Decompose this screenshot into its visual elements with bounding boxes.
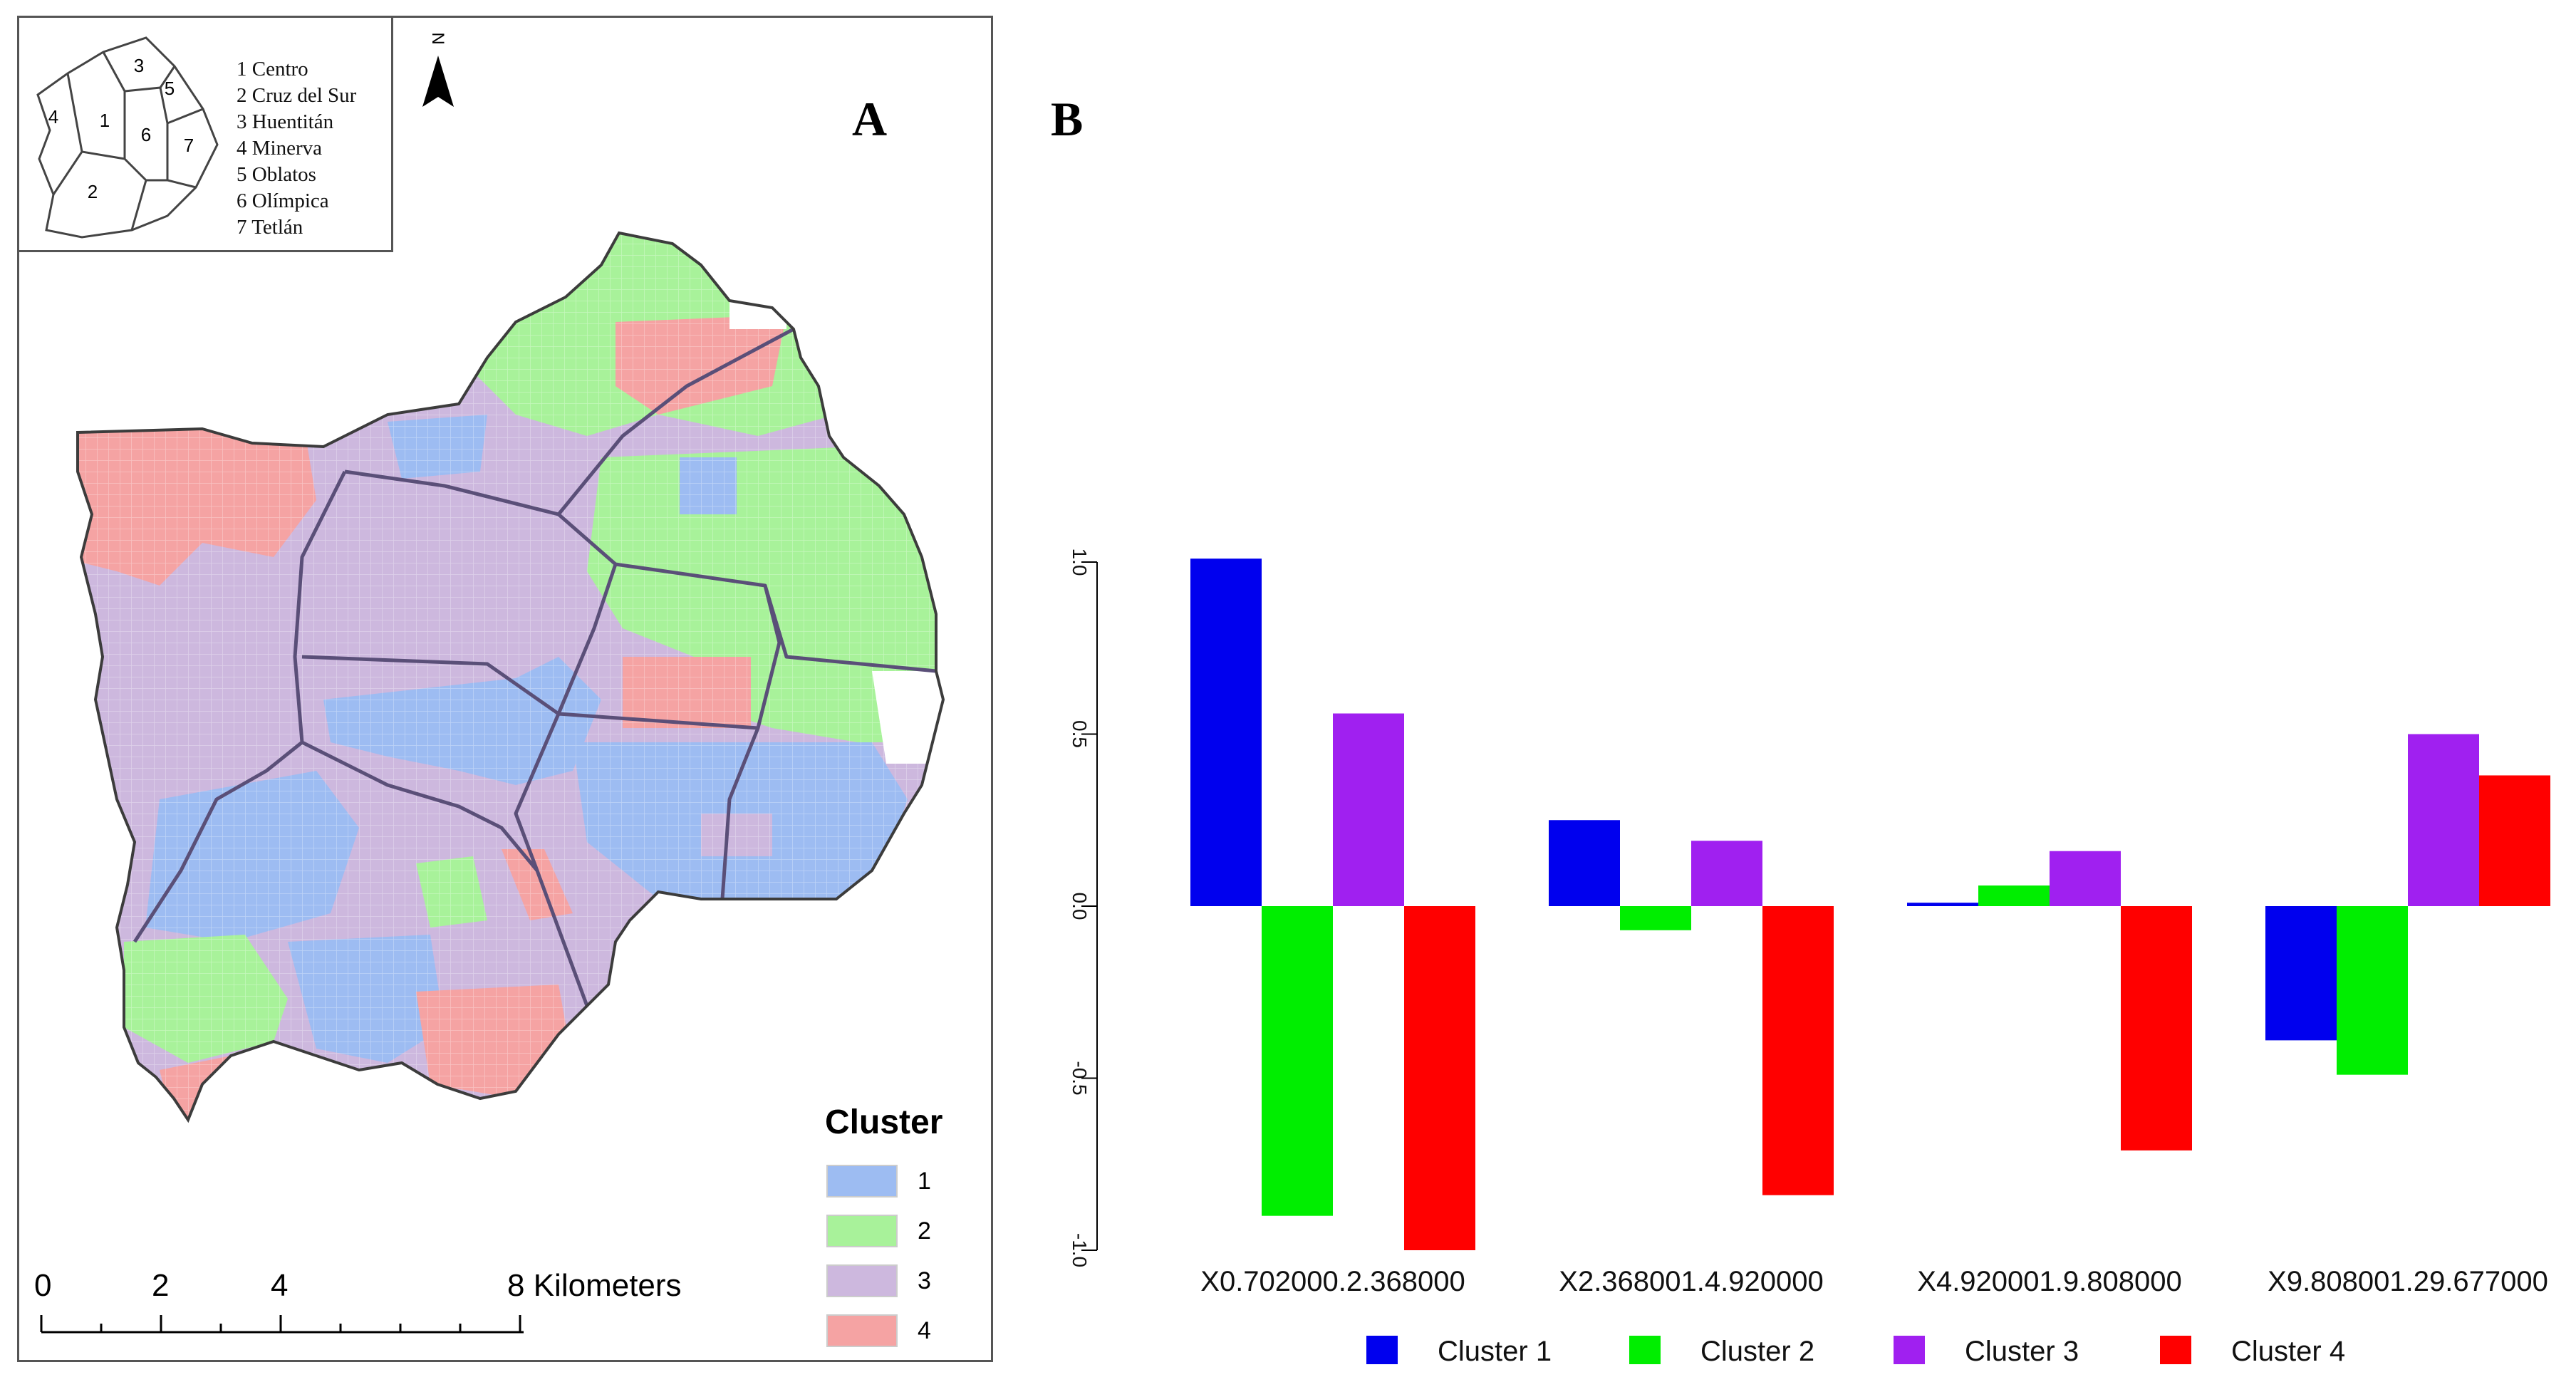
- bar: [1333, 713, 1404, 906]
- y-tick-label: 1.0: [1069, 549, 1091, 576]
- legend-swatch: [1894, 1336, 1925, 1364]
- bar: [1691, 841, 1762, 906]
- inset-zone-2: 2: [88, 181, 98, 202]
- panel-label-b: B: [1051, 92, 1084, 146]
- map-legend-item: 3: [826, 1264, 931, 1298]
- inset-zone-3: 3: [134, 55, 144, 76]
- inset-zone-list: 1 Centro 2 Cruz del Sur 3 Huentitán 4 Mi…: [237, 56, 356, 241]
- scale-tick-4: 4: [271, 1268, 289, 1303]
- legend-label: Cluster 2: [1700, 1336, 1814, 1367]
- inset-zone-7: 7: [184, 135, 194, 156]
- scale-tick-2: 2: [152, 1268, 170, 1303]
- y-tick-label: 0.5: [1069, 720, 1091, 748]
- legend-label: Cluster 3: [1965, 1336, 2079, 1367]
- bar: [2265, 906, 2337, 1041]
- map-legend-item: 4: [826, 1314, 931, 1348]
- inset-item: 3 Huentitán: [237, 110, 334, 133]
- y-tick-label: -0.5: [1069, 1061, 1091, 1095]
- bar: [1262, 906, 1333, 1216]
- legend-label: 3: [918, 1267, 931, 1294]
- north-label: N: [428, 32, 447, 44]
- scale-bar: [40, 1315, 524, 1334]
- legend-swatch: [1366, 1336, 1398, 1364]
- bar: [1762, 906, 1834, 1195]
- inset-zone-map: 1 2 3 4 5 6 7: [36, 36, 219, 239]
- legend-label: 2: [918, 1217, 931, 1245]
- legend-swatch-2: [826, 1215, 898, 1247]
- legend-swatch-4: [826, 1314, 898, 1347]
- bar: [2337, 906, 2408, 1075]
- inset-item: 7 Tetlán: [237, 216, 303, 239]
- y-tick-label: 0.0: [1069, 893, 1091, 920]
- bar: [2121, 906, 2192, 1150]
- map-legend-title: Cluster: [825, 1103, 943, 1141]
- legend-label: 4: [918, 1316, 931, 1344]
- x-tick-label: X9.808001.29.677000: [2268, 1266, 2548, 1297]
- bar: [1190, 559, 1262, 906]
- inset-item: 6 Olímpica: [237, 189, 329, 212]
- bar: [1549, 820, 1620, 906]
- panel-label-a: A: [852, 92, 888, 146]
- legend-swatch-3: [826, 1264, 898, 1297]
- inset-zone-5: 5: [165, 78, 175, 99]
- inset-zone-1: 1: [100, 110, 110, 131]
- x-tick-label: X2.368001.4.920000: [1559, 1266, 1823, 1297]
- cluster-map: [76, 232, 945, 1121]
- bar: [1978, 885, 2050, 906]
- inset-zone-6: 6: [141, 124, 151, 145]
- inset-item: 5 Oblatos: [237, 163, 316, 186]
- map-legend-item: 1: [826, 1164, 931, 1198]
- inset-item: 4 Minerva: [237, 137, 322, 160]
- inset-locator: 1 2 3 4 5 6 7 1 Centro 2 Cruz del Sur 3 …: [17, 16, 393, 252]
- legend-label: Cluster 1: [1438, 1336, 1552, 1367]
- inset-item: 1 Centro: [237, 58, 308, 80]
- inset-zone-4: 4: [48, 106, 58, 128]
- legend-label: 1: [918, 1167, 931, 1195]
- inset-item: 2 Cruz del Sur: [237, 84, 357, 107]
- map-legend-item: 2: [826, 1214, 931, 1248]
- bar: [1404, 906, 1475, 1250]
- bar: [1907, 903, 1978, 906]
- chart-legend: Cluster 1 Cluster 2 Cluster 3 Cluster 4: [1366, 1336, 2345, 1367]
- bar: [2050, 851, 2121, 906]
- bar: [2408, 734, 2479, 906]
- y-axis: -1.0 -0.5 0.0 0.5 1.0: [1069, 549, 1098, 1267]
- cluster-bar-chart: -1.0 -0.5 0.0 0.5 1.0 X0.702000.2.368000 X2.3…: [1069, 549, 2550, 1367]
- scale-tick-0: 0: [34, 1268, 52, 1303]
- x-tick-label: X0.702000.2.368000: [1200, 1266, 1465, 1297]
- legend-swatch-1: [826, 1165, 898, 1198]
- x-tick-label: X4.920001.9.808000: [1917, 1266, 2181, 1297]
- legend-label: Cluster 4: [2231, 1336, 2345, 1367]
- scale-end-label: 8 Kilometers: [507, 1268, 682, 1303]
- map-panel: [17, 16, 993, 1362]
- legend-swatch: [1629, 1336, 1661, 1364]
- y-tick-label: -1.0: [1069, 1233, 1091, 1267]
- north-arrow-icon: N: [422, 32, 454, 107]
- bar: [2479, 775, 2550, 906]
- legend-swatch: [2160, 1336, 2191, 1364]
- bar-series: [1190, 559, 2550, 1250]
- bar: [1620, 906, 1691, 930]
- x-axis-labels: X0.702000.2.368000 X2.368001.4.920000 X4.9…: [1200, 1266, 2548, 1297]
